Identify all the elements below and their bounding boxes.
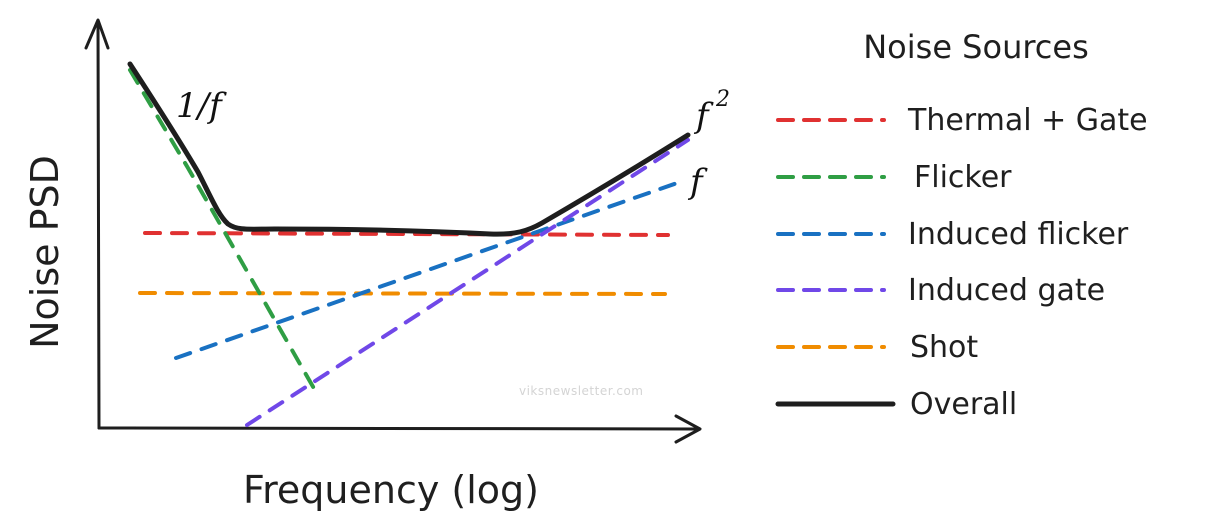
x-axis-arrowhead: [674, 414, 702, 444]
x-axis: [97, 426, 700, 431]
f-annotation: f: [687, 162, 708, 202]
legend-item-induced-flicker: Induced flicker: [776, 217, 1129, 252]
overall-curve: [127, 61, 691, 237]
f-squared-exponent: 2: [715, 87, 730, 112]
legend-label-shot: Shot: [910, 330, 978, 365]
x-axis-label: Frequency (log): [243, 468, 539, 512]
legend-item-flicker: Flicker: [776, 160, 1012, 195]
flicker-line: [128, 68, 318, 394]
legend-item-thermal-gate: Thermal + Gate: [776, 103, 1148, 138]
legend-item-induced-gate: Induced gate: [776, 273, 1105, 308]
shot-line: [138, 291, 667, 296]
noise-curves: [128, 68, 690, 427]
legend: Noise Sources Thermal + Gate Flicker Ind…: [775, 28, 1148, 422]
legend-label-overall: Overall: [910, 387, 1017, 422]
legend-item-shot: Shot: [776, 330, 978, 365]
legend-label-flicker: Flicker: [914, 160, 1012, 195]
legend-item-overall: Overall: [775, 387, 1017, 422]
legend-label-induced-flicker: Induced flicker: [908, 217, 1129, 252]
inv-f-annotation: 1/f: [176, 86, 227, 126]
induced-gate-line: [245, 138, 690, 427]
axes: [84, 18, 702, 444]
induced-flicker-line: [174, 180, 682, 360]
legend-title: Noise Sources: [863, 28, 1089, 66]
legend-label-induced-gate: Induced gate: [908, 273, 1105, 308]
legend-label-thermal-gate: Thermal + Gate: [907, 103, 1148, 138]
thermal-gate-line: [143, 231, 670, 237]
f-squared-annotation: f: [693, 96, 714, 136]
y-axis-arrowhead: [84, 18, 110, 50]
y-axis: [96, 20, 101, 430]
y-axis-label: Noise PSD: [23, 155, 67, 349]
watermark: viksnewsletter.com: [519, 384, 643, 398]
